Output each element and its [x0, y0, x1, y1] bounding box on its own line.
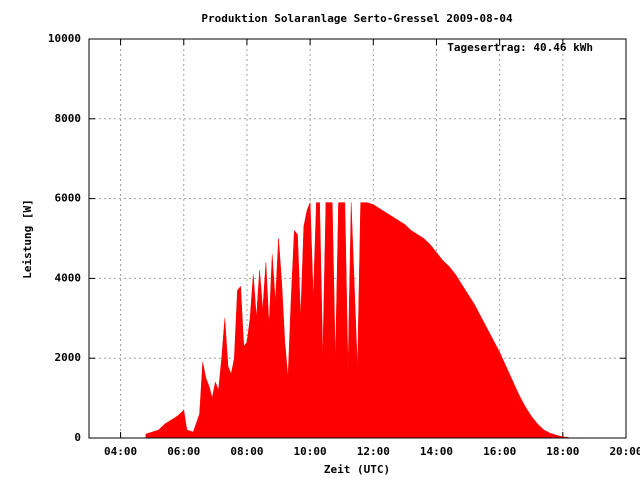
y-axis-label: Leistung [W]	[21, 199, 34, 278]
x-tick-label: 20:00	[609, 445, 640, 458]
power-area	[145, 202, 570, 439]
x-tick-label: 16:00	[483, 445, 516, 458]
y-tick-label: 0	[74, 431, 81, 444]
chart-title: Produktion Solaranlage Serto-Gressel 200…	[201, 12, 513, 25]
plot-frame	[88, 38, 627, 439]
x-tick-label: 06:00	[167, 445, 200, 458]
x-axis-label: Zeit (UTC)	[324, 463, 390, 476]
y-tick-label: 4000	[55, 271, 82, 284]
x-tick-label: 10:00	[294, 445, 327, 458]
y-tick-label: 8000	[55, 112, 82, 125]
y-tick-label: 2000	[55, 351, 82, 364]
y-tick-label: 6000	[55, 192, 82, 205]
x-tick-label: 18:00	[546, 445, 579, 458]
x-tick-label: 14:00	[420, 445, 453, 458]
y-tick-label: 10000	[48, 32, 81, 45]
x-tick-label: 04:00	[104, 445, 137, 458]
x-tick-label: 12:00	[357, 445, 390, 458]
annotation: Tagesertrag: 40.46 kWh	[447, 41, 593, 54]
x-tick-label: 08:00	[230, 445, 263, 458]
